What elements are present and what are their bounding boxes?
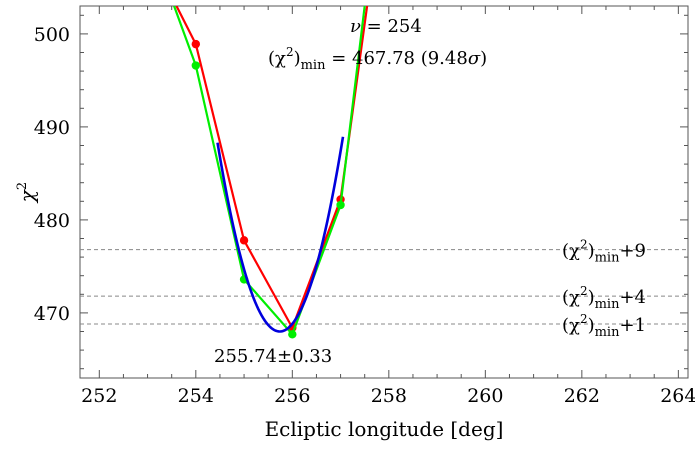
- x-tick-label: 252: [81, 385, 117, 407]
- y-tick-label: 470: [34, 303, 70, 325]
- x-tick-label: 258: [371, 385, 407, 407]
- plot-frame: [79, 5, 689, 379]
- y-tick-label: 500: [34, 24, 70, 46]
- reference-line-label: (χ2)min+9: [562, 238, 646, 266]
- reference-line-labels: (χ2)min+9 (χ2)min+4(χ2)min+1: [562, 238, 646, 340]
- reference-line-label: (χ2)min+1: [562, 312, 646, 340]
- series-line-1: [173, 6, 366, 336]
- y-axis-title: χ2: [15, 182, 39, 204]
- series-layer: [173, 6, 369, 339]
- nu-annotation: ν = 254: [350, 16, 422, 37]
- x-axis-ticks: 252 254 256 258 260 262 264: [81, 6, 695, 407]
- fit-result-label: 255.74±0.33: [214, 346, 332, 367]
- series-point-0: [239, 236, 249, 245]
- x-tick-label: 262: [564, 385, 600, 407]
- x-tick-label: 256: [274, 385, 310, 407]
- series-point-0: [191, 39, 201, 49]
- series-point-1: [191, 61, 201, 70]
- x-tick-label: 254: [178, 385, 214, 407]
- x-tick-label: 264: [660, 385, 695, 407]
- reference-line-label: (χ2)min+4: [562, 284, 646, 312]
- y-axis-ticks: 470 480 490 500: [34, 14, 688, 370]
- y-tick-label: 480: [34, 210, 70, 232]
- series-point-1: [336, 200, 345, 210]
- parabola-fit-curve: [216, 136, 345, 333]
- series-point-1: [288, 330, 297, 339]
- y-tick-label: 490: [34, 117, 70, 139]
- reference-lines: [80, 249, 688, 325]
- x-tick-label: 260: [467, 385, 503, 407]
- x-axis-title: Ecliptic longitude [deg]: [265, 417, 504, 441]
- chi-min-annotation: (χ2)min = 467.78 (9.48σ): [268, 45, 487, 73]
